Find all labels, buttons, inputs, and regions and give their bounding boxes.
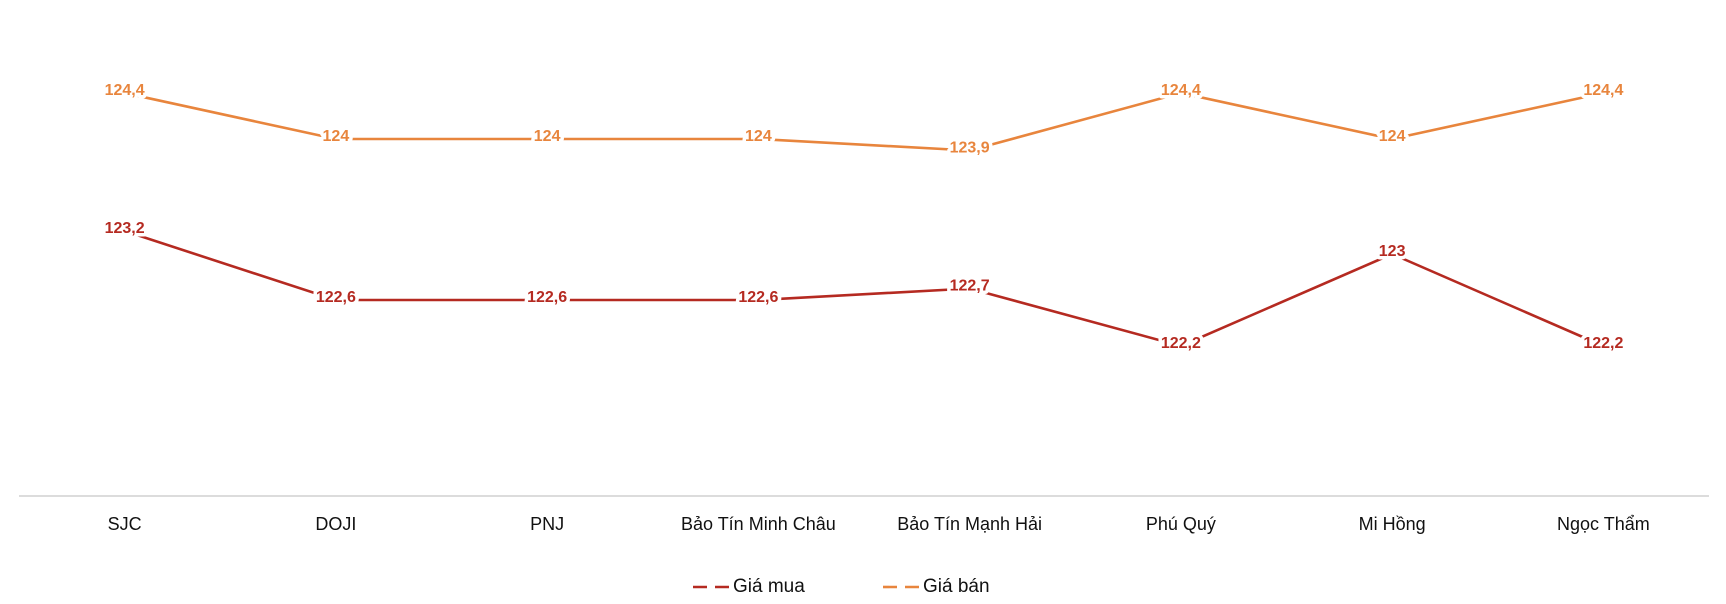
data-label: 123,2 xyxy=(105,220,145,237)
data-label: 124,4 xyxy=(1583,82,1623,99)
data-label: 122,2 xyxy=(1583,335,1623,352)
data-label: 124 xyxy=(323,128,350,145)
x-tick-label: Bảo Tín Minh Châu xyxy=(681,514,836,534)
x-tick-label: SJC xyxy=(108,514,142,534)
data-label: 124,4 xyxy=(105,82,145,99)
x-tick-label: Ngọc Thẩm xyxy=(1557,514,1650,534)
data-label: 123,9 xyxy=(950,140,990,157)
x-tick-label: DOJI xyxy=(315,514,356,534)
x-tick-label: PNJ xyxy=(530,514,564,534)
data-label: 122,7 xyxy=(950,278,990,295)
x-tick-label: Phú Quý xyxy=(1146,514,1216,534)
x-tick-label: Mi Hồng xyxy=(1359,514,1426,534)
data-label: 123 xyxy=(1379,243,1406,260)
data-label: 122,6 xyxy=(527,289,567,306)
series-line xyxy=(124,91,1604,152)
series-line xyxy=(124,229,1604,348)
data-label: 124,4 xyxy=(1161,82,1201,99)
x-tick-label: Bảo Tín Mạnh Hải xyxy=(897,514,1042,534)
data-label: 122,2 xyxy=(1161,335,1201,352)
data-label: 124 xyxy=(745,128,772,145)
data-label: 122,6 xyxy=(738,289,778,306)
legend-label: Giá mua xyxy=(733,576,805,597)
data-label: 124 xyxy=(534,128,561,145)
legend-label: Giá bán xyxy=(923,576,990,597)
data-label: 122,6 xyxy=(316,289,356,306)
data-label: 124 xyxy=(1379,128,1406,145)
